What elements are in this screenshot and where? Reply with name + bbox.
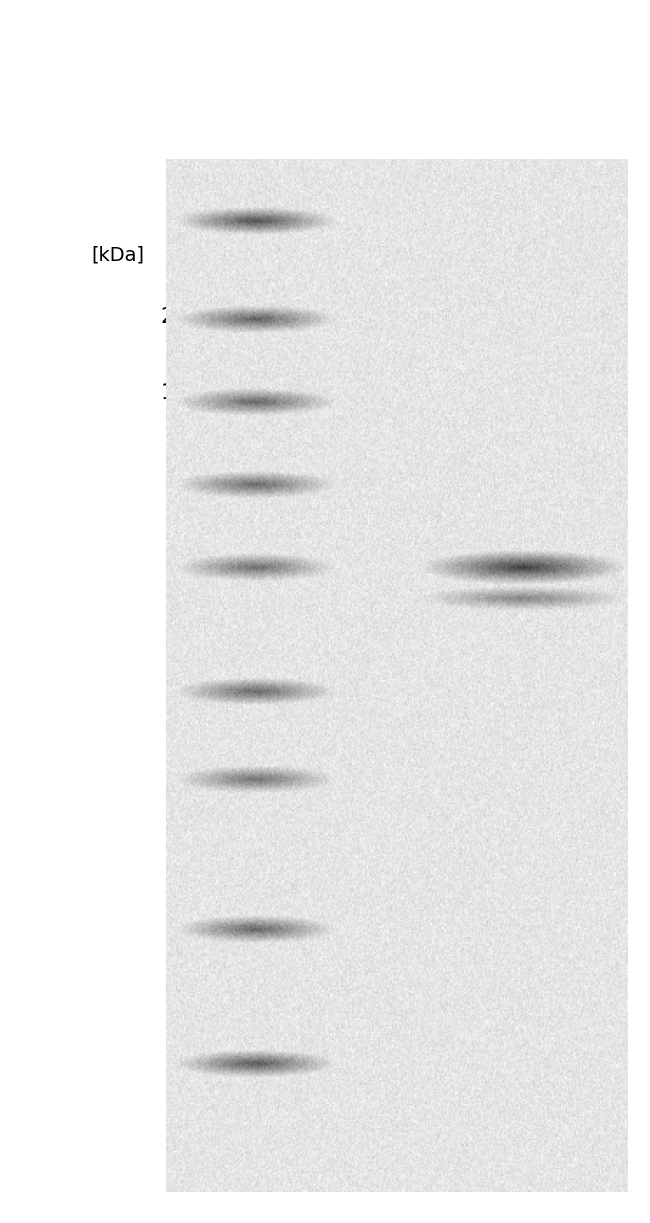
Text: Control: Control bbox=[266, 203, 330, 267]
Text: 10: 10 bbox=[174, 955, 201, 976]
Text: 72: 72 bbox=[174, 510, 201, 530]
Text: 17: 17 bbox=[174, 852, 201, 872]
Text: 55: 55 bbox=[174, 574, 201, 593]
Text: 130: 130 bbox=[161, 383, 201, 402]
Text: DPEP1: DPEP1 bbox=[473, 209, 531, 267]
Text: 95: 95 bbox=[174, 446, 201, 466]
Text: 28: 28 bbox=[174, 736, 201, 757]
Text: [kDa]: [kDa] bbox=[91, 246, 144, 264]
Text: 36: 36 bbox=[174, 669, 201, 689]
Text: 250: 250 bbox=[161, 307, 201, 327]
